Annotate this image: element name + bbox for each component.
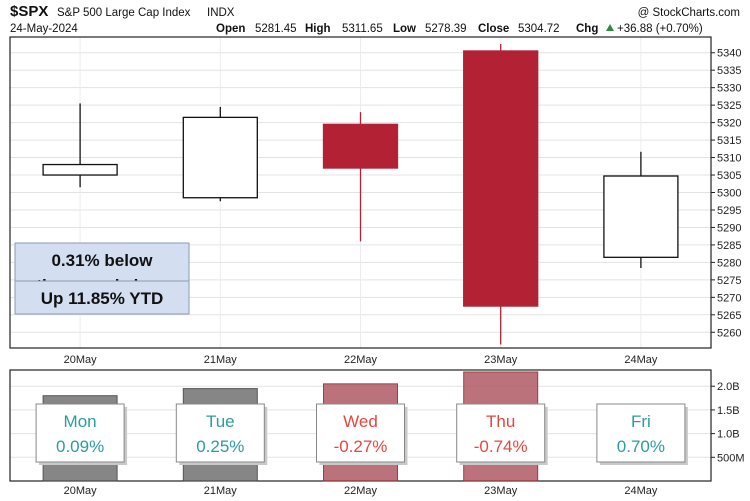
volume-tick-label: 1.5B <box>717 405 740 417</box>
price-tick-label: 5265 <box>717 310 741 322</box>
price-tick-label: 5285 <box>717 240 741 252</box>
volume-x-tick-label: 21May <box>204 485 238 497</box>
volume-tick-label: 1.0B <box>717 429 740 441</box>
high-label: High <box>305 23 331 35</box>
day-pct-label: 0.09% <box>56 437 104 456</box>
price-x-tick-label: 24May <box>624 354 658 366</box>
volume-x-tick-label: 20May <box>64 485 98 497</box>
volume-tick-label: 500M <box>717 452 745 464</box>
brand-watermark: @ StockCharts.com <box>638 7 740 19</box>
price-tick-label: 5330 <box>717 83 741 95</box>
price-tick-label: 5275 <box>717 275 741 287</box>
price-tick-label: 5335 <box>717 65 741 77</box>
price-tick-label: 5270 <box>717 292 741 304</box>
candle-body <box>322 123 399 169</box>
candle-body <box>182 116 258 199</box>
volume-x-tick-label: 23May <box>484 485 518 497</box>
day-change-box: Fri 0.70% <box>596 403 688 465</box>
day-pct-label: 0.25% <box>196 437 244 456</box>
index-name: S&P 500 Large Cap Index <box>57 7 191 19</box>
record-note-line1: 0.31% below <box>51 251 153 270</box>
volume-x-tick-label: 24May <box>624 485 658 497</box>
volume-tick-label: 2.0B <box>717 381 740 393</box>
price-y-axis: 5260 5265 5270 5275 5280 5285 5290 5295 5300 5305… <box>711 48 741 339</box>
day-change-box: Tue 0.25% <box>175 403 268 465</box>
price-tick-label: 5295 <box>717 205 741 217</box>
day-name-label: Tue <box>206 412 235 431</box>
exchange-label: INDX <box>207 7 235 19</box>
open-label: Open <box>216 23 245 35</box>
day-box-frame <box>596 403 686 463</box>
candle-body <box>42 163 118 176</box>
open-value: 5281.45 <box>255 23 297 35</box>
price-tick-label: 5320 <box>717 118 741 130</box>
price-tick-label: 5325 <box>717 100 741 112</box>
price-tick-label: 5300 <box>717 188 741 200</box>
day-change-box: Mon 0.09% <box>35 403 128 465</box>
low-value: 5278.39 <box>425 23 467 35</box>
ticker-symbol: $SPX <box>10 3 48 20</box>
up-arrow-icon <box>606 24 614 31</box>
chg-label: Chg <box>576 23 598 35</box>
price-tick-label: 5340 <box>717 48 741 60</box>
day-box-frame <box>175 403 265 463</box>
candle-body <box>463 50 539 307</box>
day-name-label: Fri <box>631 412 651 431</box>
day-box-frame <box>316 403 405 463</box>
price-tick-label: 5280 <box>717 257 741 269</box>
close-value: 5304.72 <box>518 23 560 35</box>
close-label: Close <box>478 23 509 35</box>
chg-value: +36.88 (+0.70%) <box>617 23 703 35</box>
ytd-note-box: Up 11.85% YTD <box>14 280 190 315</box>
day-box-frame <box>456 403 546 463</box>
day-name-label: Wed <box>343 412 378 431</box>
price-tick-label: 5290 <box>717 222 741 234</box>
day-pct-label: -0.74% <box>474 437 528 456</box>
price-tick-label: 5315 <box>717 135 741 147</box>
day-name-label: Mon <box>64 412 97 431</box>
price-x-axis: 20May 21May 22May 23May 24May <box>64 354 658 366</box>
volume-x-tick-label: 22May <box>344 485 378 497</box>
day-pct-label: -0.27% <box>334 437 388 456</box>
ytd-note: Up 11.85% YTD <box>41 289 164 308</box>
price-tick-label: 5305 <box>717 170 741 182</box>
candle-body <box>603 175 679 258</box>
price-tick-label: 5260 <box>717 327 741 339</box>
volume-x-axis: 20May 21May 22May 23May 24May <box>64 485 658 497</box>
high-value: 5311.65 <box>342 23 383 35</box>
price-x-tick-label: 20May <box>64 354 98 366</box>
day-change-boxes: Mon 0.09% Tue 0.25% Wed -0.27% Thu -0.74% Fri 0.7… <box>35 403 688 465</box>
day-change-box: Wed -0.27% <box>316 403 408 465</box>
day-name-label: Thu <box>486 412 515 431</box>
price-x-tick-label: 23May <box>484 354 518 366</box>
day-box-frame <box>35 403 125 463</box>
day-pct-label: 0.70% <box>617 437 665 456</box>
price-x-tick-label: 22May <box>344 354 378 366</box>
day-change-box: Thu -0.74% <box>456 403 548 465</box>
chart-date: 24-May-2024 <box>10 23 78 35</box>
candles <box>42 43 679 345</box>
price-x-tick-label: 21May <box>204 354 238 366</box>
price-tick-label: 5310 <box>717 153 741 165</box>
low-label: Low <box>393 23 416 35</box>
volume-y-axis: 2.0B 1.5B 1.0B 500M <box>711 381 745 464</box>
